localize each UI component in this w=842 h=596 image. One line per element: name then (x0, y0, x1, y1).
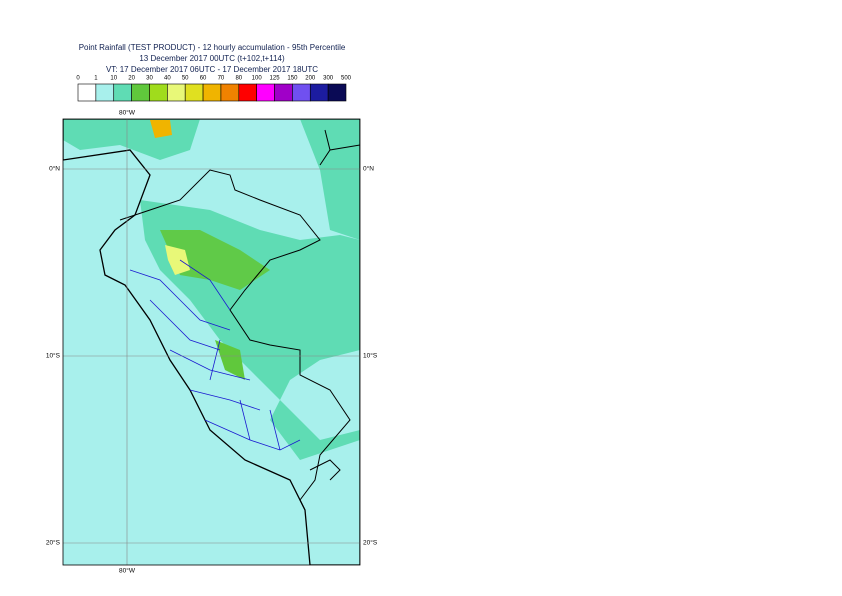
lat-label: 20°S (363, 539, 378, 547)
province-border (129, 259, 301, 451)
legend-label: 60 (200, 76, 207, 82)
legend-label: 1 (94, 76, 98, 82)
legend-label: 100 (252, 76, 263, 82)
lat-label: 0°N (363, 165, 374, 173)
rain-field (63, 119, 360, 565)
legend-label: 20 (128, 76, 135, 82)
lat-label: 20°S (46, 539, 61, 547)
legend-swatch (184, 83, 204, 102)
legend-swatch (327, 83, 347, 102)
legend-swatch (238, 83, 257, 102)
legend-swatch (220, 83, 240, 102)
subtitle: VT: 17 December 2017 06UTC - 17 December… (106, 65, 318, 74)
legend-swatch (149, 83, 168, 102)
legend-swatch (77, 83, 97, 102)
title: Point Rainfall (TEST PRODUCT) - 12 hourl… (79, 43, 346, 52)
legend-swatch (274, 83, 293, 102)
legend-label: 40 (164, 76, 171, 82)
legend-swatch (292, 83, 311, 102)
lat-label: 10°S (363, 352, 378, 360)
border (119, 169, 351, 511)
legend: 0 1 10 20 30 40 50 60 70 80 100 125 150 200 300 500 (76, 76, 352, 102)
rain-field (215, 340, 245, 380)
rain-field (165, 245, 190, 275)
lat-label: 0°N (49, 165, 60, 173)
legend-swatch (309, 83, 329, 102)
lon-label: 80°W (119, 567, 136, 575)
legend-label: 125 (270, 76, 281, 82)
rain-field (300, 119, 360, 240)
border (309, 129, 360, 481)
legend-label: 300 (323, 76, 334, 82)
lon-label: 80°W (119, 109, 136, 117)
legend-label: 80 (235, 76, 242, 82)
legend-swatch (202, 83, 222, 102)
legend-swatch (256, 83, 275, 102)
legend-label: 150 (287, 76, 298, 82)
legend-swatch (113, 83, 132, 102)
coastline (63, 119, 360, 565)
lat-label: 10°S (46, 352, 61, 360)
legend-swatch (131, 83, 150, 102)
legend-swatch (95, 83, 115, 102)
legend-swatch (167, 83, 186, 102)
legend-label: 30 (146, 76, 153, 82)
subtitle: 13 December 2017 00UTC (t+102,t+114) (139, 54, 285, 63)
map-frame (62, 118, 361, 566)
legend-label: 70 (218, 76, 225, 82)
legend-label: 0 (76, 76, 80, 82)
rain-field (160, 230, 270, 290)
legend-label: 200 (305, 76, 316, 82)
legend-label: 500 (341, 76, 352, 82)
rain-field (150, 120, 172, 138)
map-area (63, 119, 360, 565)
legend-label: 10 (110, 76, 117, 82)
legend-label: 50 (182, 76, 189, 82)
